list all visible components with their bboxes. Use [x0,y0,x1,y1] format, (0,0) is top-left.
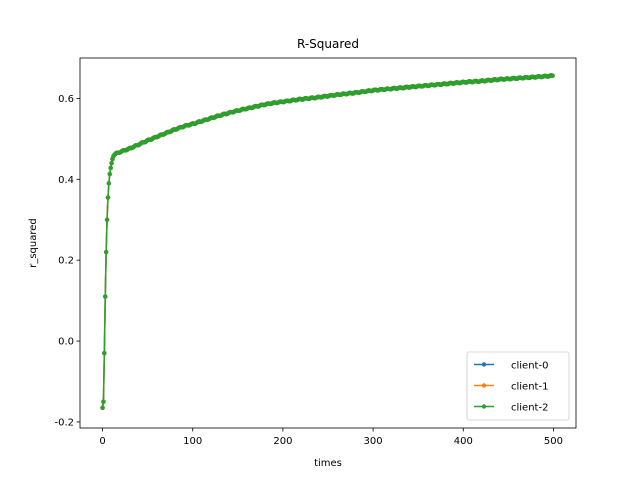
data-point [102,350,107,356]
x-tick-label: 200 [273,436,292,447]
data-point [101,399,106,404]
data-point [109,160,114,166]
y-tick-label: 0.2 [58,256,74,267]
y-tick-label: 0.6 [58,94,74,105]
y-tick-label: -0.2 [54,417,74,428]
data-point [104,217,110,222]
series-layer [100,73,555,410]
y-tick-label: 0.4 [58,175,74,186]
x-tick-label: 300 [364,436,383,447]
x-tick-label: 100 [183,436,202,447]
data-point [550,73,555,78]
x-tick-label: 0 [99,436,105,447]
data-point [100,405,105,410]
legend: client-0 client-1 client-2 [466,351,570,421]
y-axis-ticks: -0.2 0.0 0.2 0.4 0.6 [54,94,80,428]
legend-label-client-0: client-0 [511,361,548,372]
data-point [103,249,109,255]
y-axis-label: r_squared [28,218,39,268]
data-point [105,195,111,200]
legend-marker-client-2 [481,404,487,409]
x-axis-label: times [314,458,342,469]
data-point [106,181,112,186]
legend-label-client-2: client-2 [511,403,548,414]
data-point [108,165,113,171]
y-tick-label: 0.0 [58,337,74,348]
legend-marker-client-1 [481,383,487,388]
data-point [107,171,112,177]
plot-frame [79,57,577,429]
x-axis-ticks: 0 100 200 300 400 500 [99,428,563,447]
legend-label-client-1: client-1 [511,382,548,393]
x-tick-label: 400 [454,436,473,447]
series-client-2 [100,73,555,410]
chart-title: R-Squared [297,37,359,51]
x-tick-label: 500 [544,436,563,447]
legend-marker-client-0 [481,362,487,367]
data-point [103,294,108,299]
legend-box [466,351,570,421]
